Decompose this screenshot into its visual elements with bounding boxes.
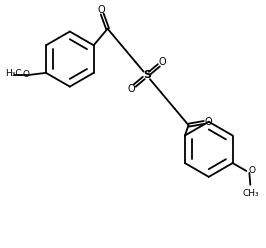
- Text: O: O: [159, 57, 167, 67]
- Text: S: S: [143, 70, 151, 80]
- Text: O: O: [22, 70, 29, 79]
- Text: O: O: [97, 5, 105, 15]
- Text: H₃C: H₃C: [5, 69, 21, 78]
- Text: O: O: [127, 84, 135, 94]
- Text: O: O: [248, 166, 255, 175]
- Text: CH₃: CH₃: [242, 189, 259, 198]
- Text: O: O: [204, 117, 212, 127]
